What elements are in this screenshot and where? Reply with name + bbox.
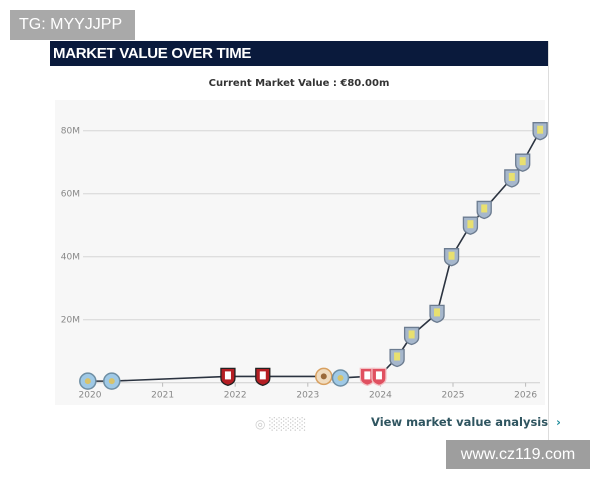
y-tick-label: 80M [61,127,80,137]
data-point-bournemouth-crest-icon [255,367,271,387]
crest-mark [448,251,455,260]
crest-mark [108,378,115,385]
data-point-aston-villa-crest-icon [443,248,460,267]
x-tick-label: 2025 [442,391,465,401]
x-tick-label: 2022 [224,391,247,401]
link-label: View market value analysis [371,415,549,429]
data-point-bournemouth-crest-icon [220,367,236,387]
crest-mark [434,308,441,317]
data-point-sunburst-crest-icon [315,367,333,386]
crest-mark [375,371,382,380]
plot-background [55,100,545,405]
data-point-aston-villa-crest-icon [403,326,420,346]
data-point-aston-villa-crest-icon [389,348,405,368]
watermark-top: TG: MYYJJPP [10,10,135,40]
x-tick-label: 2023 [296,391,319,401]
crest-mark [394,352,401,361]
y-tick-label: 20M [61,316,80,326]
data-point-aston-villa-crest-icon [429,304,445,324]
crest-mark [467,220,474,229]
data-point-aston-villa-crest-icon [515,153,531,172]
crest-mark [519,157,526,166]
data-point-man-city-crest-icon [79,372,97,390]
y-tick-label: 40M [61,253,80,263]
view-market-value-analysis-link[interactable]: View market value analysis › [371,415,561,429]
crest-mark [337,374,344,381]
x-tick-label: 2021 [151,391,174,401]
crest-mark [408,330,415,339]
crest-mark [481,204,488,213]
chevron-right-icon: › [556,415,561,429]
current-market-value: Current Market Value : €80.00m [208,78,390,89]
x-tick-label: 2026 [514,391,537,401]
crest-mark [259,371,266,380]
data-point-middlesbrough-crest-icon [371,367,387,387]
crest-mark [224,371,231,380]
data-point-man-city-crest-icon [331,369,350,387]
x-tick-label: 2020 [79,391,102,401]
crest-mark [364,371,371,380]
crest-mark [537,125,544,134]
x-tick-label: 2024 [369,391,392,401]
crest-mark [84,378,91,385]
watermark-bottom: www.cz119.com [446,440,590,469]
data-point-aston-villa-crest-icon [462,216,479,235]
weibo-watermark-icon: ◎ ░░░░ [255,417,307,431]
data-point-aston-villa-crest-icon [504,169,520,188]
y-tick-label: 60M [61,190,80,200]
crest-mark [508,172,515,181]
data-point-aston-villa-crest-icon [532,122,548,141]
section-title: MARKET VALUE OVER TIME [50,41,548,66]
data-point-man-city-crest-icon [103,372,121,390]
data-point-aston-villa-crest-icon [476,200,492,220]
crest-mark [320,373,327,380]
